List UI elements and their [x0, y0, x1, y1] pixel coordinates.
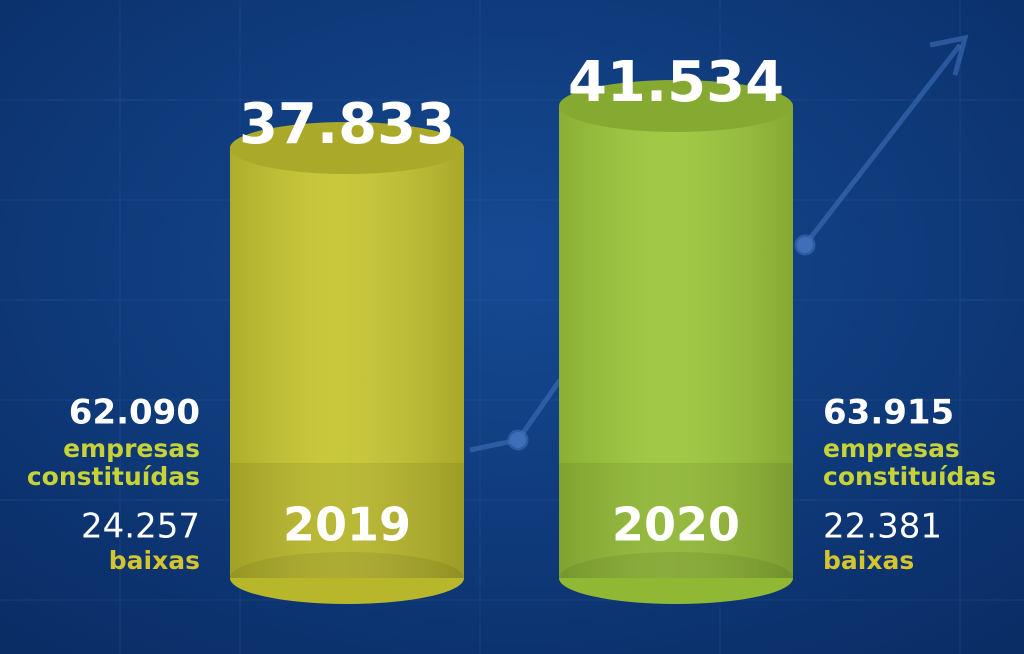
opened-count: 63.915	[823, 393, 954, 433]
closed-count: 22.381	[823, 507, 942, 547]
closed-count: 24.257	[81, 507, 200, 547]
opened-text: empresas	[823, 434, 960, 463]
trend-arrow	[469, 34, 969, 453]
bar-top-shade	[230, 122, 464, 175]
bar-lower-band	[559, 463, 793, 578]
value-label: 37.833	[239, 92, 455, 157]
category-label: 2019	[283, 498, 411, 552]
opened-count: 62.090	[69, 393, 200, 433]
opened-text: constituídas	[27, 462, 200, 491]
bar-top	[230, 122, 464, 175]
bar-lower-band	[230, 463, 464, 578]
opened-text: empresas	[63, 434, 200, 463]
closed-text: baixas	[823, 546, 914, 575]
bar-top-shade	[559, 80, 793, 132]
value-label: 41.534	[568, 50, 784, 115]
bar-top	[559, 80, 793, 132]
closed-text: baixas	[109, 546, 200, 575]
opened-text: constituídas	[823, 462, 996, 491]
bar-shade	[230, 148, 464, 578]
bar-bottom-shade	[559, 552, 793, 604]
bar-bottom-shade	[230, 552, 464, 604]
category-label: 2020	[612, 498, 740, 552]
bar-shade	[559, 106, 793, 578]
